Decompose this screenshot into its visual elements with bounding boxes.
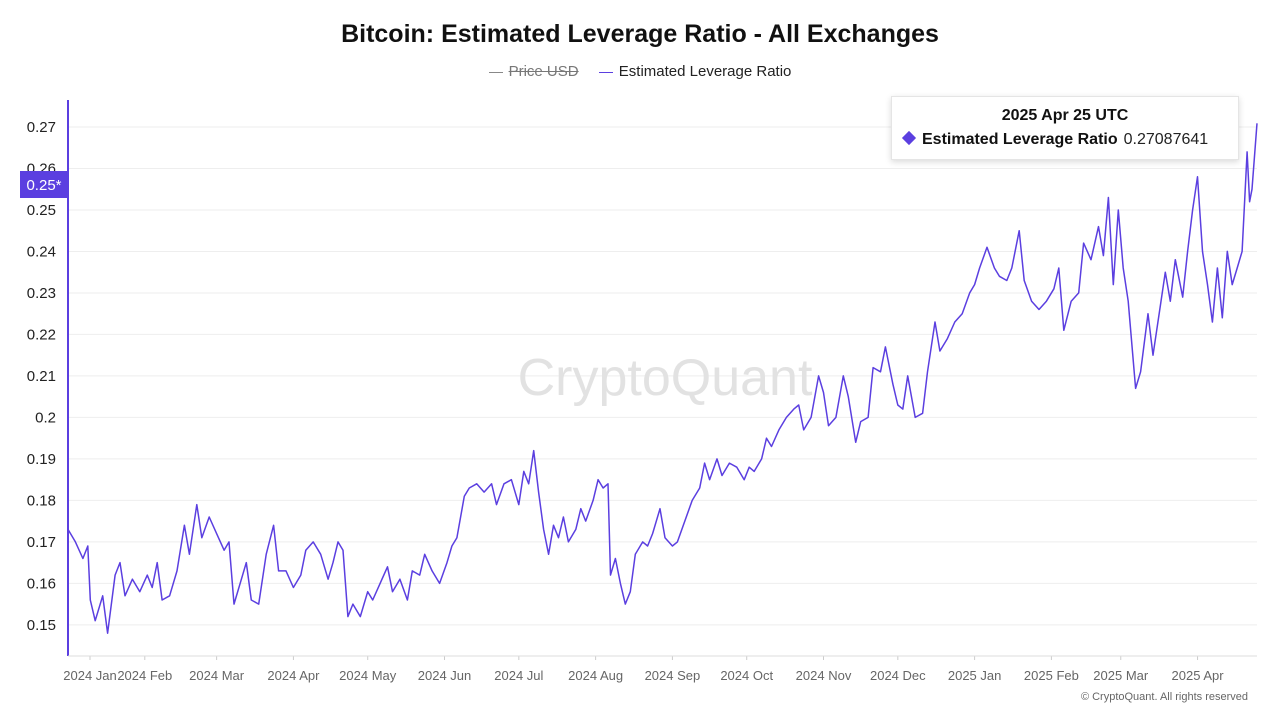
x-tick-label: 2024 Oct (720, 668, 773, 683)
legend-label-leverage-ratio: Estimated Leverage Ratio (618, 63, 792, 80)
x-tick-label: 2024 Jul (494, 668, 543, 683)
y-tick-label: 0.18 (27, 492, 56, 509)
x-tick-label: 2024 Mar (189, 668, 245, 683)
copyright-notice: © CryptoQuant. All rights reserved (1080, 691, 1248, 703)
watermark: CryptoQuant (518, 349, 813, 407)
y-tick-label: 0.27 (27, 119, 56, 136)
y-tick-label: 0.22 (27, 326, 56, 343)
y-axis-ticks: 0.15 0.16 0.17 0.18 0.19 0.2 0.21 0.22 0.23 0.24 0… (27, 119, 56, 634)
y-tick-label: 0.21 (27, 368, 56, 385)
x-tick-label: 2025 Mar (1093, 668, 1149, 683)
y-marker-badge: 0.25* (20, 171, 68, 198)
chart-title: Bitcoin: Estimated Leverage Ratio - All … (341, 20, 939, 48)
y-tick-label: 0.2 (35, 409, 56, 426)
y-tick-label: 0.17 (27, 534, 56, 551)
x-tick-label: 2024 May (339, 668, 397, 683)
y-tick-label: 0.23 (27, 285, 56, 302)
y-marker-label: 0.25* (26, 177, 61, 194)
tooltip-series-name: Estimated Leverage Ratio (922, 131, 1118, 148)
x-tick-label: 2024 Feb (117, 668, 172, 683)
tooltip-value: 0.27087641 (1123, 131, 1209, 148)
x-tick-label: 2024 Dec (870, 668, 926, 683)
x-tick-label: 2025 Jan (948, 668, 1002, 683)
grid-lines (68, 126, 1257, 626)
tooltip-row: Estimated Leverage Ratio 0.27087641 (901, 130, 1209, 149)
y-tick-label: 0.24 (27, 243, 56, 260)
tooltip: 2025 Apr 25 UTC Estimated Leverage Ratio… (891, 96, 1239, 160)
series-line-leverage-ratio (67, 123, 1258, 634)
tooltip-date: 2025 Apr 25 UTC (1001, 107, 1129, 124)
y-tick-label: 0.16 (27, 575, 56, 592)
x-tick-label: 2024 Aug (568, 668, 623, 683)
x-axis-ticks: 2024 Jan 2024 Feb 2024 Mar 2024 Apr 2024 May… (63, 656, 1224, 683)
chart-legend: Price USD Estimated Leverage Ratio (0, 63, 1280, 80)
x-tick-label: 2024 Sep (645, 668, 701, 683)
x-tick-label: 2024 Nov (796, 668, 852, 683)
x-tick-label: 2024 Apr (267, 668, 320, 683)
x-tick-label: 2025 Feb (1024, 668, 1079, 683)
legend-line-icon (488, 71, 503, 73)
x-tick-label: 2025 Apr (1172, 668, 1225, 683)
y-tick-label: 0.19 (27, 451, 56, 468)
legend-item-leverage-ratio[interactable]: Estimated Leverage Ratio (598, 63, 792, 80)
legend-line-icon (598, 71, 613, 73)
x-tick-label: 2024 Jan (63, 668, 117, 683)
legend-label-price-usd: Price USD (508, 63, 579, 80)
y-tick-label: 0.25 (27, 202, 56, 219)
legend-item-price-usd[interactable]: Price USD (488, 63, 579, 80)
x-tick-label: 2024 Jun (418, 668, 472, 683)
y-tick-label: 0.15 (27, 617, 56, 634)
diamond-icon (901, 130, 917, 146)
